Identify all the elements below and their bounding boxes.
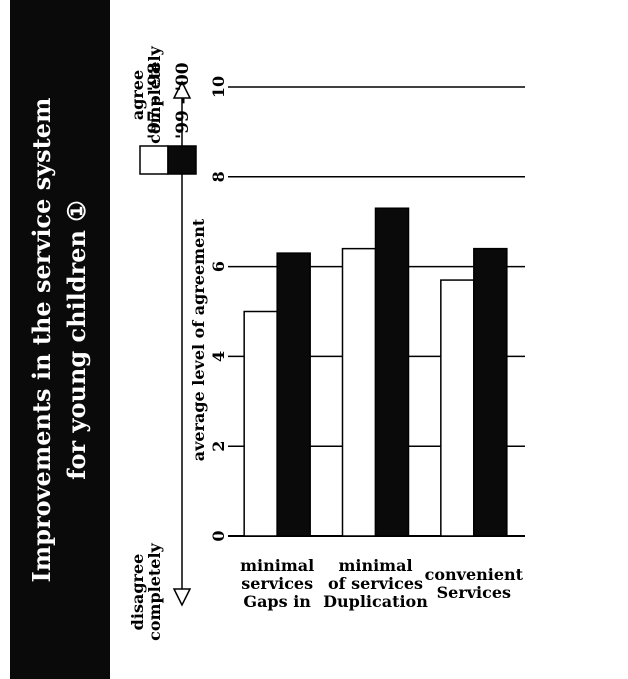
bar-1-series-2 — [276, 252, 311, 537]
tick-label-2: 2 — [209, 441, 228, 452]
tick-label-8: 8 — [209, 171, 228, 182]
legend-swatch-1999-00 — [167, 145, 197, 175]
category-label-2-line-1: Duplication — [323, 592, 428, 611]
category-label-1-line-3: minimal — [240, 556, 314, 575]
legend-label-1999-00: '99 - '00 — [173, 62, 193, 139]
category-label-1-line-1: Gaps in — [243, 592, 311, 611]
category-label-2-line-3: minimal — [338, 556, 412, 575]
low-end-label-line-2: completely — [145, 542, 164, 640]
category-label-1-line-2: services — [241, 574, 313, 593]
value-axis-arrow — [172, 80, 192, 607]
category-label-3-line-2: convenient — [425, 565, 524, 584]
bar-1-series-1 — [243, 310, 278, 537]
legend-swatch-1997-98 — [139, 145, 169, 175]
rotated-chart-group: Improvements in the service system for y… — [10, 0, 525, 679]
low-end-label-line-1: disagree — [128, 554, 147, 631]
tick-label-6: 6 — [209, 261, 228, 272]
tick-label-0: 0 — [209, 530, 228, 541]
tick-label-4: 4 — [209, 351, 228, 362]
chart-title-line-2: for young children ① — [62, 200, 91, 480]
bar-3-series-2 — [473, 247, 508, 537]
category-label-3-line-1: Services — [437, 583, 511, 602]
legend: '97 - '98 '99 - '00 — [139, 62, 197, 175]
category-label-2-line-2: of services — [328, 574, 423, 593]
high-end-label-line-1: agree — [128, 70, 147, 120]
title-band — [10, 0, 110, 679]
high-end-label-line-2: completely — [145, 45, 164, 143]
chart-title-line-1: Improvements in the service system — [27, 98, 56, 583]
legend-label-1997-98: '97 - '98 — [145, 62, 165, 139]
bar-2-series-2 — [374, 207, 410, 537]
bar-3-series-1 — [440, 279, 475, 537]
bar-2-series-1 — [341, 247, 377, 537]
value-axis-label: average level of agreement — [189, 218, 208, 461]
tick-label-10: 10 — [209, 76, 228, 98]
